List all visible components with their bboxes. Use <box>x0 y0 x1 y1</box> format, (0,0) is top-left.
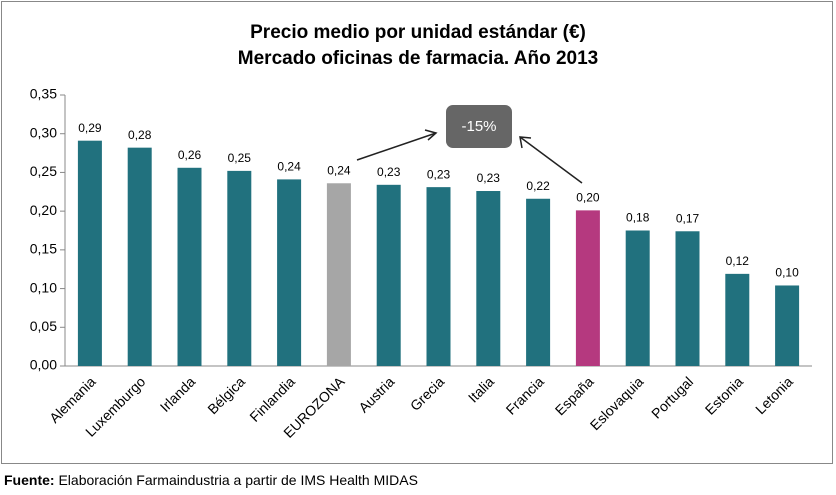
value-label: 0,23 <box>377 165 401 179</box>
y-tick-label: 0,00 <box>30 357 57 373</box>
x-tick-label: Letonia <box>752 373 796 417</box>
bar <box>426 187 451 366</box>
chart-title: Mercado oficinas de farmacia. Año 2013 <box>238 48 598 69</box>
chart-border <box>1 1 833 464</box>
value-label: 0,23 <box>477 171 501 185</box>
bar <box>127 147 152 366</box>
bar <box>376 184 401 366</box>
arrow <box>519 136 583 184</box>
value-label: 0,18 <box>626 211 650 225</box>
arrow-head <box>424 129 438 141</box>
value-label: 0,25 <box>228 151 252 165</box>
y-tick-label: 0,30 <box>30 124 57 140</box>
value-label: 0,12 <box>726 254 750 268</box>
value-label: 0,23 <box>427 167 451 181</box>
x-tick-label: Estonia <box>702 373 746 417</box>
value-label: 0,22 <box>526 179 550 193</box>
x-tick-label: Italia <box>465 373 497 405</box>
bar <box>725 273 750 366</box>
bar <box>775 285 800 366</box>
x-tick-label: Finlandia <box>246 373 298 425</box>
value-label: 0,20 <box>576 191 600 205</box>
source: Fuente: Elaboración Farmaindustria a par… <box>4 472 418 488</box>
bar <box>575 210 600 366</box>
x-tick-label: Bélgica <box>204 373 248 417</box>
y-tick-label: 0,05 <box>30 318 57 334</box>
source-text: Elaboración Farmaindustria a partir de I… <box>58 472 417 488</box>
bar <box>77 140 102 366</box>
x-tick-label: España <box>552 373 597 418</box>
value-label: 0,24 <box>327 163 351 177</box>
value-label: 0,17 <box>676 211 700 225</box>
x-tick-label: Irlanda <box>157 373 199 415</box>
x-tick-label: Eslovaquia <box>587 373 647 433</box>
value-label: 0,29 <box>78 121 102 135</box>
y-tick-label: 0,15 <box>30 241 57 257</box>
bar <box>277 179 302 366</box>
bar <box>625 230 650 366</box>
source-label: Fuente: <box>4 472 55 488</box>
value-label: 0,24 <box>277 160 301 174</box>
x-tick-label: Alemania <box>46 373 99 426</box>
y-tick-label: 0,35 <box>30 86 57 102</box>
value-label: 0,10 <box>775 266 799 280</box>
bar <box>326 183 351 366</box>
annotation: -15% <box>461 118 496 135</box>
x-tick-label: Grecia <box>407 373 448 414</box>
x-tick-label: Austria <box>355 373 397 415</box>
annotation-box <box>446 105 512 148</box>
chart-title: Precio medio por unidad estándar (€) <box>250 22 586 43</box>
bar <box>675 231 700 366</box>
arrow-head <box>519 136 532 149</box>
bar <box>476 191 501 366</box>
value-label: 0,26 <box>178 148 202 162</box>
bar <box>177 167 202 366</box>
value-label: 0,28 <box>128 128 152 142</box>
x-tick-label: Francia <box>503 373 547 417</box>
arrow <box>356 132 437 161</box>
x-tick-label: Portugal <box>648 373 696 421</box>
y-tick-label: 0,25 <box>30 163 57 179</box>
bar <box>526 198 551 366</box>
bar <box>227 170 252 366</box>
y-tick-label: 0,10 <box>30 279 57 295</box>
y-tick-label: 0,20 <box>30 202 57 218</box>
